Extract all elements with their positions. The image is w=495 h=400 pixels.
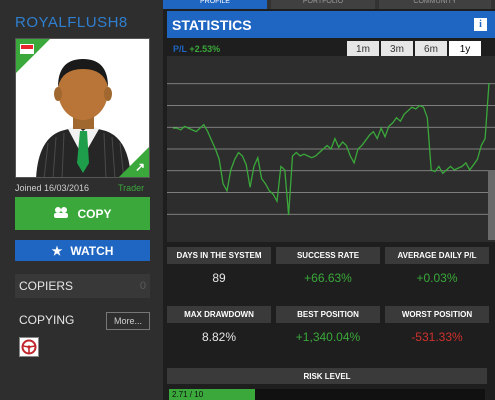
statistics-panel: PROFILE PORTFOLIO COMMUNITY STATISTICS i… [163, 0, 495, 400]
star-icon: ★ [51, 243, 63, 258]
risk-level-fill [169, 389, 255, 400]
stat-max-drawdown: MAX DRAWDOWN 8.82% [167, 306, 271, 348]
legend-value: +2.53% [189, 44, 221, 54]
stat-days-in-system: DAYS IN THE SYSTEM 89 [167, 247, 271, 289]
steering-wheel-icon [21, 339, 37, 355]
statistics-title: STATISTICS [172, 16, 252, 33]
trader-badge-icon: ↗ [134, 160, 145, 174]
copy-button[interactable]: COPY [15, 197, 150, 230]
stat-label: SUCCESS RATE [276, 247, 380, 264]
stat-value: 89 [212, 271, 226, 285]
stat-average-daily-pl: AVERAGE DAILY P/L +0.03% [385, 247, 489, 289]
risk-level-header: RISK LEVEL [167, 368, 487, 384]
copiers-label: COPIERS [19, 279, 74, 293]
period-button-1y[interactable]: 1y [449, 41, 481, 57]
stat-value: -531.33% [411, 330, 463, 344]
stat-value: +1,340.04% [295, 330, 361, 344]
stat-best-position: BEST POSITION +1,340.04% [276, 306, 380, 348]
stat-value: +0.03% [416, 271, 458, 285]
copiers-row[interactable]: COPIERS 0 [15, 274, 150, 298]
watch-button[interactable]: ★ WATCH [15, 240, 150, 261]
tab-portfolio[interactable]: PORTFOLIO [271, 0, 375, 9]
period-button-6m[interactable]: 6m [415, 41, 447, 57]
copy-button-label: COPY [77, 206, 112, 221]
stat-label: MAX DRAWDOWN [167, 306, 271, 323]
username: ROYALFLUSH8 [15, 14, 128, 31]
statistics-header: STATISTICS i [167, 11, 495, 38]
legend-key: P/L [173, 44, 187, 54]
stat-label: BEST POSITION [276, 306, 380, 323]
info-icon[interactable]: i [474, 18, 487, 31]
avatar-illustration [16, 39, 149, 177]
period-button-3m[interactable]: 3m [381, 41, 413, 57]
copying-label: COPYING [19, 313, 75, 327]
chart-series-line [173, 82, 490, 216]
trader-role-label: Trader [118, 183, 145, 193]
copiers-count: 0 [139, 280, 146, 292]
stat-label: DAYS IN THE SYSTEM [167, 247, 271, 264]
copied-trader-avatar[interactable] [19, 337, 39, 357]
tab-community[interactable]: COMMUNITY [379, 0, 491, 9]
stat-worst-position: WORST POSITION -531.33% [385, 306, 489, 348]
more-button[interactable]: More... [106, 312, 150, 330]
tab-profile[interactable]: PROFILE [163, 0, 267, 9]
joined-date: Joined 16/03/2016 [15, 183, 90, 193]
chart-legend: P/L +2.53% [173, 44, 220, 54]
scrollbar[interactable] [488, 170, 495, 240]
stat-success-rate: SUCCESS RATE +66.63% [276, 247, 380, 289]
period-selector: 1m 3m 6m 1y [347, 41, 481, 57]
watch-button-label: WATCH [70, 243, 114, 258]
stat-value: 8.82% [201, 330, 237, 344]
profile-tabs: PROFILE PORTFOLIO COMMUNITY [163, 0, 495, 9]
risk-level-value: 2.71 / 10 [172, 390, 204, 399]
stat-label: WORST POSITION [385, 306, 489, 323]
period-button-1m[interactable]: 1m [347, 41, 379, 57]
singapore-flag-icon [20, 44, 34, 54]
risk-level-bar: 2.71 / 10 [169, 389, 485, 400]
trader-badge [119, 147, 149, 177]
stat-label: AVERAGE DAILY P/L [385, 247, 489, 264]
avatar: ↗ [15, 38, 150, 178]
trader-profile-panel: ROYALFLUSH8 [0, 0, 163, 400]
pl-line-chart [167, 56, 495, 242]
copy-icon [53, 206, 69, 221]
stat-value: +66.63% [304, 271, 352, 285]
